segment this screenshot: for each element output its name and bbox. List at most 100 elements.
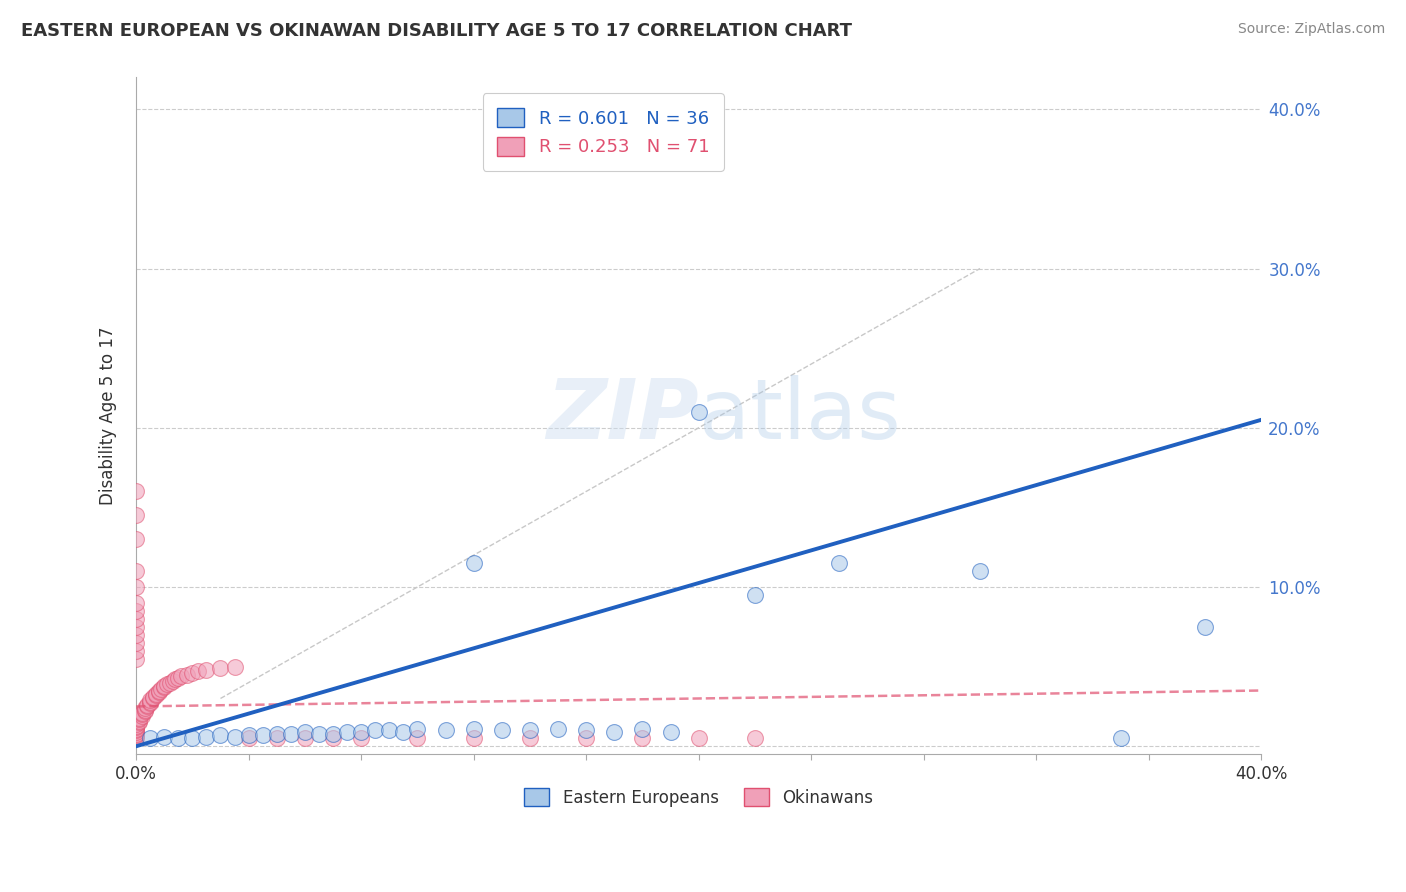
Point <box>308 726 330 740</box>
Point <box>406 731 429 746</box>
Point <box>125 722 148 736</box>
Point <box>224 730 246 744</box>
Point <box>162 673 184 688</box>
Point <box>131 706 153 720</box>
Point <box>125 718 148 732</box>
Point <box>434 723 457 738</box>
Point <box>181 731 204 746</box>
Point <box>125 636 148 650</box>
Point <box>139 695 162 709</box>
Point <box>125 620 148 634</box>
Point <box>631 731 654 746</box>
Point <box>125 596 148 610</box>
Point <box>603 725 626 739</box>
Point <box>142 691 165 706</box>
Point <box>150 681 173 696</box>
Point <box>364 723 387 738</box>
Point <box>125 508 148 523</box>
Point <box>136 698 159 712</box>
Point <box>322 726 344 740</box>
Point <box>969 564 991 578</box>
Point <box>153 681 176 695</box>
Point <box>575 731 598 746</box>
Point <box>463 556 485 570</box>
Point <box>145 688 167 702</box>
Point <box>181 665 204 680</box>
Point <box>125 730 148 744</box>
Point <box>125 720 148 734</box>
Point <box>125 628 148 642</box>
Point <box>1194 620 1216 634</box>
Point <box>406 722 429 736</box>
Point <box>350 725 373 739</box>
Point <box>209 728 232 742</box>
Point <box>125 728 148 742</box>
Point <box>744 588 766 602</box>
Point <box>266 731 288 746</box>
Text: ZIP: ZIP <box>546 376 699 457</box>
Point <box>392 725 415 739</box>
Point <box>148 685 170 699</box>
Point <box>688 731 710 746</box>
Point <box>491 723 513 738</box>
Text: EASTERN EUROPEAN VS OKINAWAN DISABILITY AGE 5 TO 17 CORRELATION CHART: EASTERN EUROPEAN VS OKINAWAN DISABILITY … <box>21 22 852 40</box>
Point <box>322 731 344 746</box>
Point <box>153 679 176 693</box>
Point <box>828 556 851 570</box>
Point <box>744 731 766 746</box>
Point <box>142 690 165 704</box>
Point <box>128 712 150 726</box>
Point <box>159 675 181 690</box>
Point <box>252 728 274 742</box>
Point <box>128 714 150 728</box>
Point <box>167 731 190 746</box>
Y-axis label: Disability Age 5 to 17: Disability Age 5 to 17 <box>100 326 117 505</box>
Point <box>156 677 179 691</box>
Point <box>125 612 148 626</box>
Point <box>134 701 156 715</box>
Point <box>125 643 148 657</box>
Point <box>139 693 162 707</box>
Point <box>176 667 198 681</box>
Point <box>688 405 710 419</box>
Point <box>547 722 569 736</box>
Point <box>125 723 148 738</box>
Point <box>1109 731 1132 746</box>
Point <box>463 731 485 746</box>
Point <box>125 604 148 618</box>
Point <box>631 722 654 736</box>
Point <box>139 731 162 746</box>
Point <box>336 725 359 739</box>
Point <box>153 730 176 744</box>
Point <box>125 726 148 740</box>
Point <box>128 715 150 730</box>
Point <box>148 683 170 698</box>
Point <box>125 731 148 746</box>
Point <box>131 707 153 722</box>
Point <box>294 731 316 746</box>
Point <box>519 731 541 746</box>
Point <box>659 725 682 739</box>
Point <box>165 673 187 687</box>
Point <box>134 703 156 717</box>
Point <box>128 710 150 724</box>
Point <box>224 659 246 673</box>
Point <box>125 564 148 578</box>
Point <box>238 728 260 742</box>
Point <box>125 484 148 499</box>
Point <box>463 722 485 736</box>
Point <box>134 704 156 718</box>
Point <box>167 671 190 685</box>
Point <box>125 580 148 594</box>
Point <box>238 731 260 746</box>
Point <box>125 717 148 731</box>
Point <box>131 709 153 723</box>
Text: atlas: atlas <box>699 376 900 457</box>
Point <box>266 726 288 740</box>
Point <box>519 723 541 738</box>
Point <box>187 665 209 679</box>
Point <box>125 533 148 547</box>
Point <box>209 661 232 675</box>
Point <box>170 669 193 683</box>
Point <box>350 731 373 746</box>
